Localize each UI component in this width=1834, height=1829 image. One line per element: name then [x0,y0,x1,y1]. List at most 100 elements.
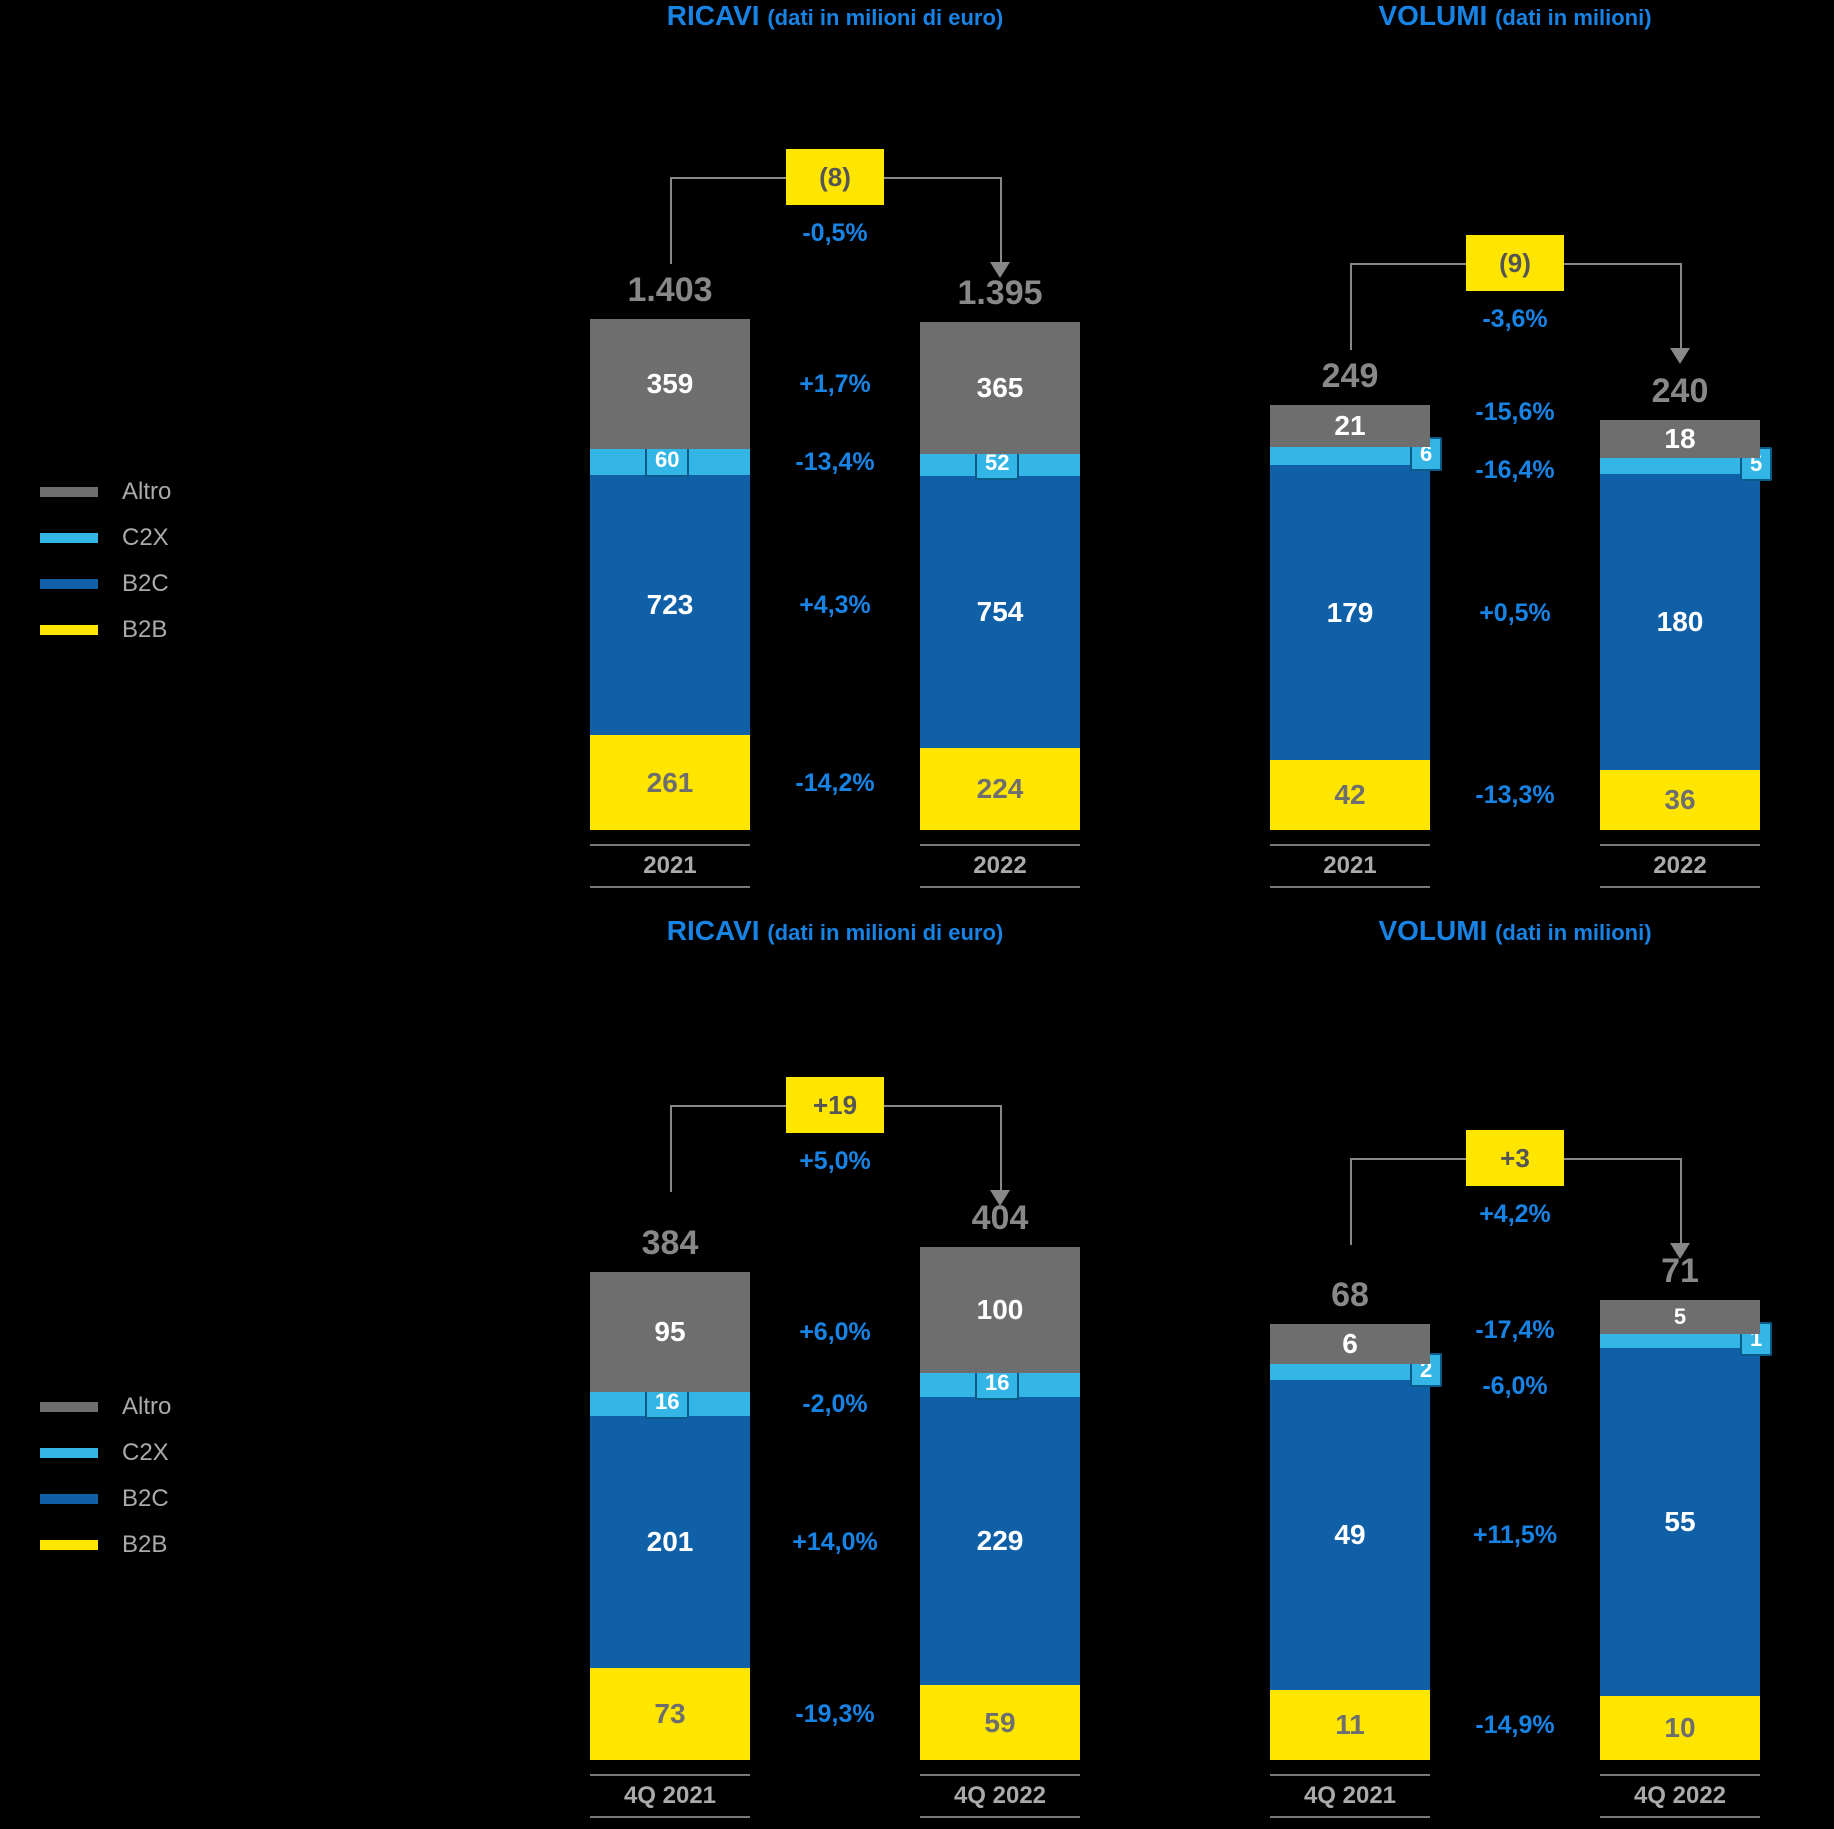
delta-box: +3 [1466,1130,1564,1186]
legend-swatch-c2x [40,1448,98,1458]
bar-total: 1.403 [590,271,750,310]
legend-swatch-b2b [40,625,98,635]
pct-change: +0,5% [1430,599,1600,628]
delta-pct: +5,0% [750,1147,920,1176]
pct-change: +14,0% [750,1528,920,1557]
connector [884,1105,1000,1107]
legend-item: C2X [40,524,320,552]
pct-change: -14,9% [1430,1711,1600,1740]
connector [1564,263,1680,265]
pct-change: +4,3% [750,591,920,620]
stacked-bar: 36180518 [1600,420,1760,830]
connector [1000,1105,1002,1192]
arrow-down-icon [990,1190,1010,1206]
pct-change: -14,2% [750,769,920,798]
delta-box: (8) [786,149,884,205]
bar-segment-altro: 6 [1270,1324,1430,1364]
arrow-down-icon [990,262,1010,278]
bar-segment-c2x [1600,1334,1760,1348]
legend-bottom: Altro C2X B2C B2B [40,1375,320,1577]
period-label: 2021 [1270,844,1430,888]
pct-change: -13,3% [1430,781,1600,810]
bar-segment-b2b: 224 [920,748,1080,830]
bar-segment-b2c: 179 [1270,465,1430,760]
stacked-bar: 114926 [1270,1324,1430,1760]
panel-title: VOLUMI (dati in milioni) [1250,0,1780,32]
connector [1680,1158,1682,1245]
period-label: 4Q 2021 [590,1774,750,1818]
legend-item: Altro [40,1393,320,1421]
period-label: 4Q 2022 [1600,1774,1760,1818]
bar-segment-altro: 21 [1270,405,1430,447]
connector [1350,263,1352,350]
connector [1680,263,1682,350]
delta-pct: -3,6% [1430,305,1600,334]
connector [1350,1158,1466,1160]
legend-item: B2B [40,616,320,644]
connector [884,177,1000,179]
stacked-bar: 42179621 [1270,405,1430,830]
stacked-bar: 105515 [1600,1300,1760,1760]
connector [1564,1158,1680,1160]
bar-segment-b2c: 201 [590,1416,750,1668]
pct-change: -19,3% [750,1700,920,1729]
pct-change: -13,4% [750,448,920,477]
bar-segment-b2c: 754 [920,476,1080,748]
delta-box: (9) [1466,235,1564,291]
bar-total: 1.395 [920,274,1080,313]
period-label: 2022 [1600,844,1760,888]
bar-segment-b2c: 723 [590,475,750,735]
bar-segment-altro: 5 [1600,1300,1760,1334]
legend-label: B2C [122,1485,169,1513]
legend-label: B2C [122,570,169,598]
bar-segment-c2x [1270,1364,1430,1380]
legend-label: C2X [122,524,169,552]
legend-label: C2X [122,1439,169,1467]
bar-segment-altro: 18 [1600,420,1760,458]
delta-pct: -0,5% [750,219,920,248]
bar-segment-c2x [1270,447,1430,465]
legend-swatch-c2x [40,533,98,543]
bar-segment-altro: 365 [920,322,1080,454]
legend-swatch-b2b [40,1540,98,1550]
legend-label: Altro [122,1393,171,1421]
panel-title: RICAVI (dati in milioni di euro) [570,915,1100,947]
bar-segment-b2b: 36 [1600,770,1760,830]
pct-change: +11,5% [1430,1521,1600,1550]
arrow-down-icon [1670,348,1690,364]
connector [670,177,786,179]
pct-change: -15,6% [1430,398,1600,427]
delta-box: +19 [786,1077,884,1133]
bar-segment-c2x [1600,458,1760,474]
bar-segment-b2b: 11 [1270,1690,1430,1760]
bar-segment-b2c: 49 [1270,1380,1430,1690]
arrow-down-icon [1670,1243,1690,1259]
legend-item: C2X [40,1439,320,1467]
connector [670,1105,672,1192]
stacked-bar: 22475452365 [920,322,1080,830]
connector [670,1105,786,1107]
bar-segment-b2c: 180 [1600,474,1760,770]
legend-item: B2B [40,1531,320,1559]
connector [1350,263,1466,265]
legend-item: B2C [40,1485,320,1513]
bar-segment-b2b: 10 [1600,1696,1760,1760]
bar-segment-altro: 100 [920,1247,1080,1373]
panel-title: VOLUMI (dati in milioni) [1250,915,1780,947]
bar-segment-b2b: 73 [590,1668,750,1760]
period-label: 2021 [590,844,750,888]
legend-label: B2B [122,616,167,644]
legend-swatch-altro [40,487,98,497]
legend-label: B2B [122,1531,167,1559]
pct-change: +1,7% [750,370,920,399]
panel-title: RICAVI (dati in milioni di euro) [570,0,1100,32]
pct-change: +6,0% [750,1318,920,1347]
period-label: 2022 [920,844,1080,888]
pct-change: -6,0% [1430,1372,1600,1401]
stacked-bar: 26172360359 [590,319,750,830]
legend-item: B2C [40,570,320,598]
bar-total: 240 [1600,372,1760,411]
bar-segment-b2c: 229 [920,1397,1080,1685]
legend-swatch-b2c [40,579,98,589]
legend-swatch-b2c [40,1494,98,1504]
